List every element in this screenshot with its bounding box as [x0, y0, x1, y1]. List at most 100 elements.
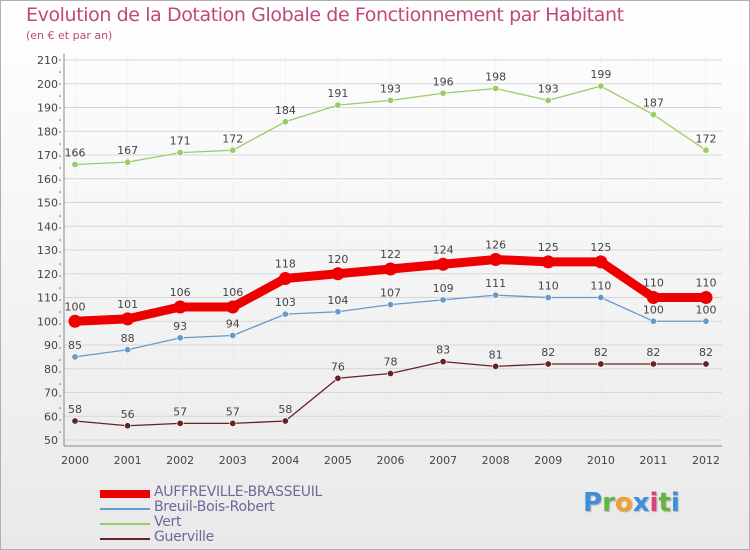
data-label-vert: 191 — [327, 87, 348, 100]
data-point-breuil-bois-robert — [649, 317, 657, 325]
data-point-vert — [281, 118, 289, 126]
y-axis-dot — [59, 155, 61, 157]
y-tick-label: 210 — [37, 54, 58, 67]
data-point-auffreville-brasseuil — [173, 300, 187, 314]
data-point-guerville — [229, 419, 237, 427]
y-axis-dot — [59, 287, 61, 289]
data-point-breuil-bois-robert — [229, 331, 237, 339]
y-axis-dot — [59, 83, 61, 85]
legend-label-auffreville-brasseuil: AUFFREVILLE-BRASSEUIL — [154, 484, 323, 500]
data-label-auffreville-brasseuil: 106 — [222, 286, 243, 299]
logo-letter: P — [583, 488, 603, 518]
y-axis-dot — [59, 215, 61, 217]
data-point-breuil-bois-robert — [334, 308, 342, 316]
data-point-vert — [71, 161, 79, 169]
y-axis-dot — [59, 239, 61, 241]
y-tick-label: 170 — [37, 149, 58, 162]
data-label-breuil-bois-robert: 100 — [696, 303, 717, 316]
data-label-auffreville-brasseuil: 124 — [433, 243, 454, 256]
legend-item-vert: Vert — [100, 514, 380, 531]
data-point-breuil-bois-robert — [597, 293, 605, 301]
data-point-breuil-bois-robert — [386, 301, 394, 309]
data-label-guerville: 57 — [173, 405, 187, 418]
data-point-auffreville-brasseuil — [646, 291, 660, 304]
data-label-vert: 166 — [65, 147, 86, 160]
data-label-breuil-bois-robert: 111 — [485, 277, 506, 290]
data-label-breuil-bois-robert: 110 — [538, 280, 559, 293]
data-label-breuil-bois-robert: 93 — [173, 320, 187, 333]
chart-title: Evolution de la Dotation Globale de Fonc… — [26, 4, 624, 26]
x-tick-label: 2008 — [482, 454, 510, 467]
data-label-auffreville-brasseuil: 118 — [275, 258, 296, 271]
x-tick-label: 2005 — [324, 454, 352, 467]
data-point-vert — [597, 82, 605, 90]
x-tick-label: 2000 — [61, 454, 89, 467]
data-label-auffreville-brasseuil: 110 — [643, 277, 664, 290]
y-tick-label: 80 — [44, 363, 58, 376]
logo-letter: o — [614, 488, 633, 518]
data-label-vert: 187 — [643, 97, 664, 110]
legend-item-auffreville-brasseuil: AUFFREVILLE-BRASSEUIL — [100, 484, 380, 501]
logo-letter: i — [670, 488, 680, 518]
data-point-guerville — [702, 360, 710, 368]
y-axis-dot — [59, 179, 61, 181]
data-label-vert: 199 — [590, 68, 611, 81]
data-label-breuil-bois-robert: 94 — [226, 318, 240, 331]
y-axis-dot — [59, 131, 61, 133]
data-point-vert — [334, 101, 342, 109]
y-axis-dot — [59, 71, 61, 73]
x-tick-label: 2009 — [534, 454, 562, 467]
data-point-breuil-bois-robert — [439, 296, 447, 304]
logo-letter: r — [602, 488, 615, 518]
data-point-guerville — [386, 369, 394, 377]
y-tick-label: 90 — [44, 339, 58, 352]
x-tick-label: 2007 — [429, 454, 457, 467]
y-axis-dot — [59, 251, 61, 253]
legend-swatch-breuil-bois-robert — [100, 507, 150, 510]
data-point-vert — [229, 146, 237, 154]
data-label-vert: 167 — [117, 144, 138, 157]
data-point-guerville — [597, 360, 605, 368]
data-point-guerville — [492, 362, 500, 370]
x-tick-label: 2003 — [219, 454, 247, 467]
data-point-guerville — [649, 360, 657, 368]
y-axis-dot — [59, 275, 61, 277]
data-point-vert — [176, 149, 184, 157]
y-axis-dot — [59, 143, 61, 145]
y-axis-dot — [59, 167, 61, 169]
data-label-breuil-bois-robert: 103 — [275, 296, 296, 309]
data-label-guerville: 82 — [646, 346, 660, 359]
logo-letter: x — [632, 488, 650, 518]
y-axis-dot — [59, 107, 61, 109]
x-tick-label: 2004 — [271, 454, 299, 467]
data-label-vert: 171 — [170, 135, 191, 148]
logo-letter: t — [658, 488, 671, 518]
data-point-guerville — [544, 360, 552, 368]
y-axis-dot — [59, 347, 61, 349]
data-point-auffreville-brasseuil — [699, 291, 713, 304]
y-tick-label: 50 — [44, 434, 58, 447]
legend-item-guerville: Guerville — [100, 529, 380, 546]
data-point-vert — [439, 89, 447, 97]
data-point-guerville — [439, 358, 447, 366]
legend-label-vert: Vert — [154, 514, 182, 530]
legend-swatch-auffreville-brasseuil — [100, 489, 150, 498]
proxiti-logo: Proxiti — [583, 488, 680, 518]
y-tick-label: 150 — [37, 197, 58, 210]
data-label-vert: 172 — [696, 132, 717, 145]
data-point-breuil-bois-robert — [544, 293, 552, 301]
y-axis-dot — [59, 59, 61, 61]
x-tick-label: 2011 — [639, 454, 667, 467]
data-label-auffreville-brasseuil: 125 — [590, 241, 611, 254]
legend-swatch-guerville — [100, 537, 150, 540]
data-label-vert: 196 — [433, 75, 454, 88]
y-axis-dot — [59, 203, 61, 205]
data-label-guerville: 82 — [699, 346, 713, 359]
data-point-auffreville-brasseuil — [384, 262, 397, 276]
data-point-guerville — [334, 374, 342, 382]
y-axis-dot — [59, 383, 61, 385]
data-label-guerville: 56 — [121, 408, 135, 421]
y-axis-dot — [59, 311, 61, 313]
x-tick-label: 2010 — [587, 454, 615, 467]
data-label-guerville: 81 — [489, 348, 503, 361]
